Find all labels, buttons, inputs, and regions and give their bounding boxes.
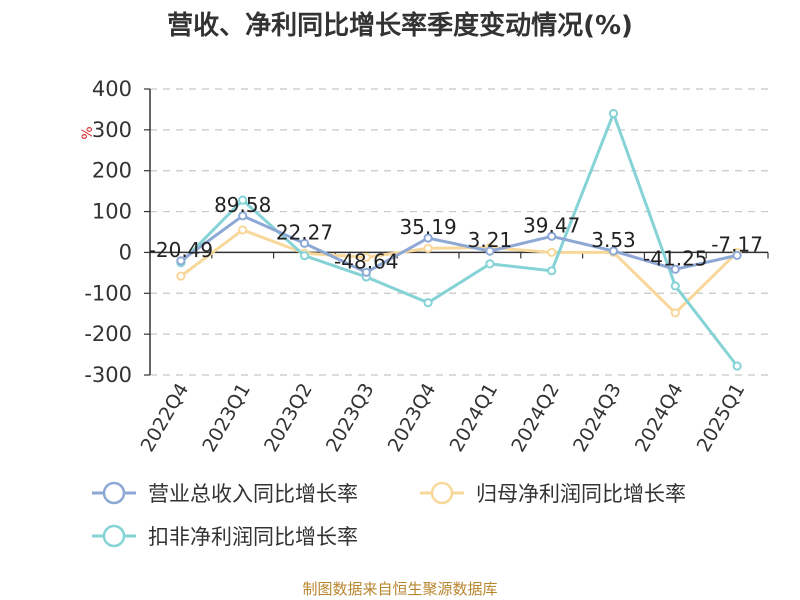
data-point (608, 108, 619, 119)
data-point (176, 256, 186, 266)
data-label: -20.49 (149, 238, 213, 262)
data-point (670, 281, 680, 291)
data-label: 89.58 (214, 193, 271, 217)
x-tick-label: 2025Q1 (693, 380, 750, 456)
series (176, 108, 742, 371)
data-point (361, 267, 371, 277)
data-point (670, 308, 680, 318)
x-tick-label: 2023Q2 (260, 380, 317, 456)
x-tick-label: 2024Q3 (569, 380, 626, 456)
y-tick-label: 200 (92, 159, 132, 183)
series-line (180, 228, 739, 315)
y-tick-label: 0 (119, 240, 132, 264)
y-axis-unit: % (80, 126, 96, 139)
data-point (176, 271, 186, 281)
data-label: 39.47 (523, 213, 580, 237)
x-tick-label: 2024Q4 (631, 380, 688, 456)
y-tick-label: -200 (84, 322, 132, 346)
data-point (299, 251, 310, 261)
data-point (485, 259, 495, 269)
data-point (423, 298, 433, 308)
legend-label: 归母净利润同比增长率 (476, 482, 686, 506)
data-point (608, 246, 619, 256)
y-tick-label: 400 (92, 77, 132, 101)
chart-title: 营收、净利同比增长率季度变动情况(%) (167, 10, 633, 41)
x-tick-label: 2023Q4 (384, 380, 441, 456)
data-point (238, 225, 248, 235)
data-label: -7.17 (711, 232, 763, 256)
data-point (238, 195, 248, 205)
data-point (485, 246, 495, 256)
data-point (423, 233, 433, 243)
data-point (238, 211, 248, 221)
y-tick-label: -300 (84, 363, 132, 387)
y-tick-label: -100 (84, 281, 132, 305)
data-point (423, 243, 433, 253)
series-line (179, 112, 739, 367)
source-note: 制图数据来自恒生聚源数据库 (302, 580, 497, 598)
legend-label: 扣非净利润同比增长率 (148, 525, 358, 549)
legend-swatch-marker (102, 524, 126, 548)
data-label: 35.19 (399, 215, 456, 239)
series-line (180, 214, 738, 274)
legend-label: 营业总收入同比增长率 (148, 482, 358, 506)
x-tick-label: 2024Q1 (445, 380, 502, 456)
data-point (361, 252, 371, 262)
data-point (547, 231, 557, 241)
data-point (670, 264, 680, 274)
legend-swatch-marker (102, 481, 126, 505)
x-tick-label: 2024Q2 (507, 380, 564, 456)
data-point (299, 238, 310, 248)
data-point (732, 361, 742, 371)
legend-swatch-marker (430, 481, 454, 505)
data-label: -48.64 (334, 249, 398, 273)
data-label: 3.53 (591, 228, 636, 252)
data-point (732, 250, 742, 260)
data-label: 3.21 (468, 228, 513, 252)
x-tick-label: 2023Q1 (198, 380, 255, 456)
data-label: -41.25 (643, 246, 707, 270)
data-point (547, 266, 557, 276)
y-tick-label: 100 (92, 200, 132, 224)
x-tick-label: 2023Q3 (322, 380, 379, 456)
data-label: 22.27 (276, 220, 333, 244)
data-point (547, 247, 557, 258)
y-tick-label: 300 (92, 118, 132, 142)
x-tick-label: 2022Q4 (136, 380, 193, 456)
